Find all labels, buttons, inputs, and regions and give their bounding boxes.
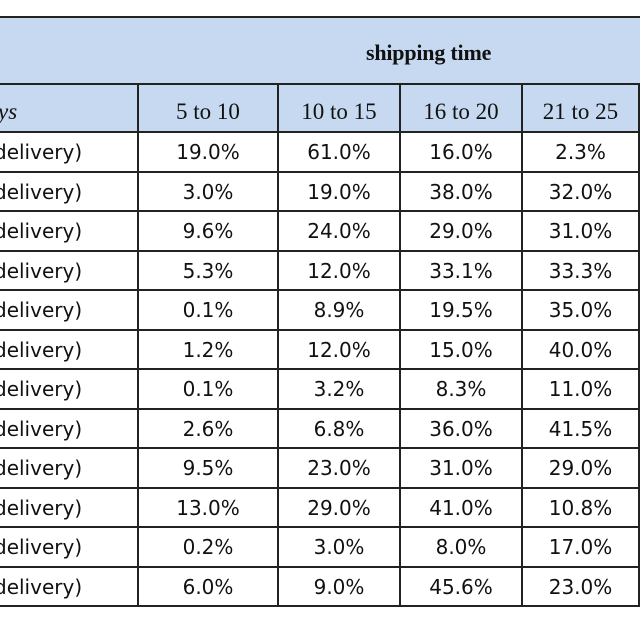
row-label-cell: delivery): [0, 330, 139, 370]
table-row: delivery) 9.5% 23.0% 31.0% 29.0%: [0, 449, 640, 489]
header-cell-5-to-10: 5 to 10: [139, 85, 279, 133]
value-cell: 31.0%: [401, 449, 523, 489]
value-cell: 2.6%: [139, 409, 279, 449]
value-cell: 35.0%: [523, 291, 640, 331]
table-row: delivery) 0.1% 3.2% 8.3% 11.0%: [0, 370, 640, 410]
value-cell: 6.0%: [139, 567, 279, 607]
row-label-cell: delivery): [0, 251, 139, 291]
value-cell: 5.3%: [139, 251, 279, 291]
value-cell: 12.0%: [279, 251, 401, 291]
value-cell: 2.3%: [523, 133, 640, 173]
value-cell: 33.1%: [401, 251, 523, 291]
value-cell: 8.3%: [401, 370, 523, 410]
row-label-cell: delivery): [0, 567, 139, 607]
value-cell: 9.6%: [139, 212, 279, 252]
table-banner: shipping time: [0, 16, 640, 85]
header-cell-21-to-25: 21 to 25: [523, 85, 640, 133]
value-cell: 31.0%: [523, 212, 640, 252]
header-cell-10-to-15: 10 to 15: [279, 85, 401, 133]
value-cell: 13.0%: [139, 488, 279, 528]
value-cell: 23.0%: [279, 449, 401, 489]
value-cell: 19.0%: [279, 172, 401, 212]
row-label-cell: delivery): [0, 370, 139, 410]
value-cell: 29.0%: [279, 488, 401, 528]
value-cell: 15.0%: [401, 330, 523, 370]
value-cell: 6.8%: [279, 409, 401, 449]
row-label-cell: delivery): [0, 291, 139, 331]
value-cell: 36.0%: [401, 409, 523, 449]
header-cell-days: ys: [0, 85, 139, 133]
table-row: delivery) 2.6% 6.8% 36.0% 41.5%: [0, 409, 640, 449]
value-cell: 23.0%: [523, 567, 640, 607]
value-cell: 38.0%: [401, 172, 523, 212]
value-cell: 32.0%: [523, 172, 640, 212]
value-cell: 19.5%: [401, 291, 523, 331]
row-label-cell: delivery): [0, 449, 139, 489]
row-label-cell: delivery): [0, 409, 139, 449]
row-label-cell: delivery): [0, 212, 139, 252]
value-cell: 17.0%: [523, 528, 640, 568]
value-cell: 33.3%: [523, 251, 640, 291]
value-cell: 29.0%: [401, 212, 523, 252]
value-cell: 19.0%: [139, 133, 279, 173]
row-label-cell: delivery): [0, 133, 139, 173]
value-cell: 41.0%: [401, 488, 523, 528]
table-row: delivery) 0.2% 3.0% 8.0% 17.0%: [0, 528, 640, 568]
value-cell: 0.1%: [139, 370, 279, 410]
value-cell: 8.0%: [401, 528, 523, 568]
value-cell: 10.8%: [523, 488, 640, 528]
value-cell: 11.0%: [523, 370, 640, 410]
value-cell: 40.0%: [523, 330, 640, 370]
value-cell: 3.2%: [279, 370, 401, 410]
value-cell: 8.9%: [279, 291, 401, 331]
value-cell: 0.2%: [139, 528, 279, 568]
header-cell-16-to-20: 16 to 20: [401, 85, 523, 133]
value-cell: 0.1%: [139, 291, 279, 331]
table-row: delivery) 13.0% 29.0% 41.0% 10.8%: [0, 488, 640, 528]
value-cell: 3.0%: [139, 172, 279, 212]
row-label-cell: delivery): [0, 528, 139, 568]
value-cell: 41.5%: [523, 409, 640, 449]
banner-title: shipping time: [366, 40, 492, 65]
value-cell: 12.0%: [279, 330, 401, 370]
value-cell: 9.5%: [139, 449, 279, 489]
table-row: delivery) 0.1% 8.9% 19.5% 35.0%: [0, 291, 640, 331]
value-cell: 3.0%: [279, 528, 401, 568]
value-cell: 29.0%: [523, 449, 640, 489]
table-row: delivery) 3.0% 19.0% 38.0% 32.0%: [0, 172, 640, 212]
table-row: delivery) 9.6% 24.0% 29.0% 31.0%: [0, 212, 640, 252]
table-row: delivery) 5.3% 12.0% 33.1% 33.3%: [0, 251, 640, 291]
table-row: delivery) 6.0% 9.0% 45.6% 23.0%: [0, 567, 640, 607]
value-cell: 1.2%: [139, 330, 279, 370]
row-label-cell: delivery): [0, 488, 139, 528]
table-row: delivery) 19.0% 61.0% 16.0% 2.3%: [0, 133, 640, 173]
value-cell: 61.0%: [279, 133, 401, 173]
value-cell: 45.6%: [401, 567, 523, 607]
value-cell: 24.0%: [279, 212, 401, 252]
value-cell: 16.0%: [401, 133, 523, 173]
row-label-cell: delivery): [0, 172, 139, 212]
table-row: delivery) 1.2% 12.0% 15.0% 40.0%: [0, 330, 640, 370]
value-cell: 9.0%: [279, 567, 401, 607]
